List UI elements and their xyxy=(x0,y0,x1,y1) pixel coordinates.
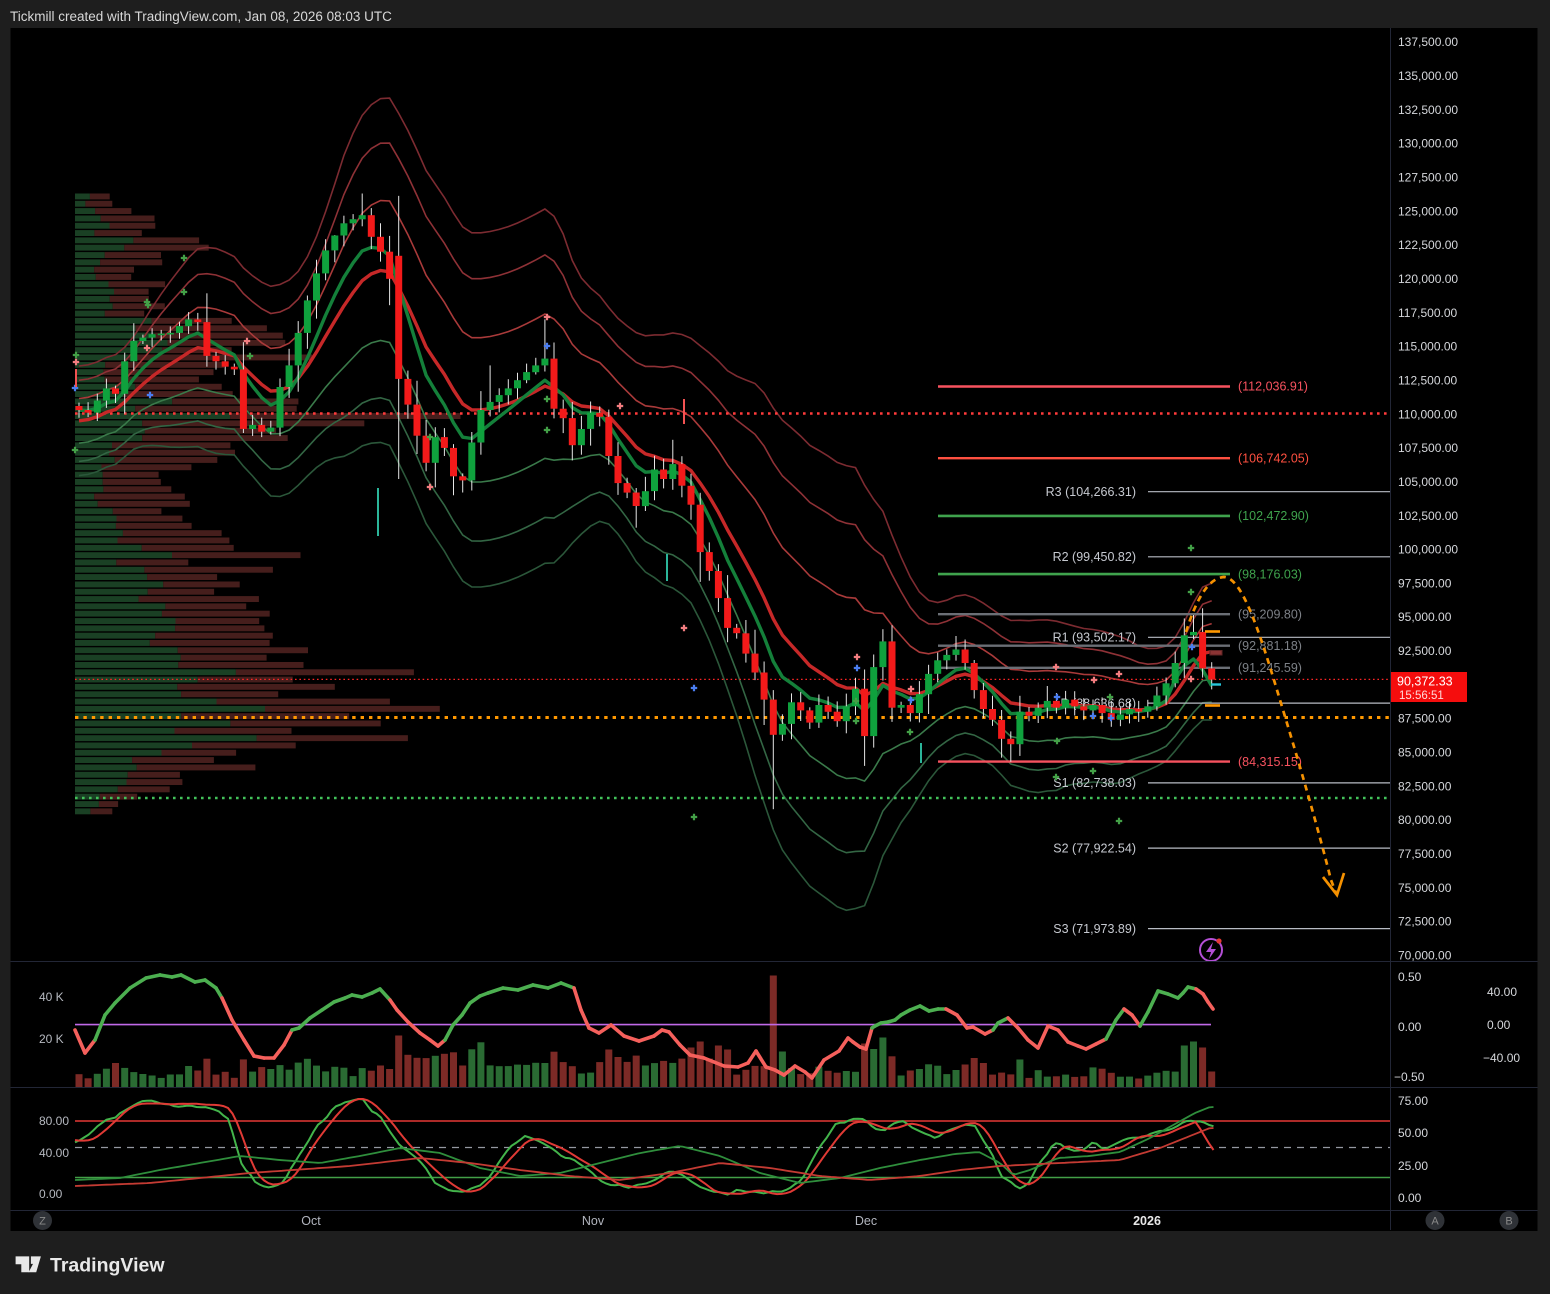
svg-text:Tickmill created with TradingV: Tickmill created with TradingView.com, J… xyxy=(10,9,392,24)
svg-text:S2 (77,922.54): S2 (77,922.54) xyxy=(1053,841,1136,855)
svg-text:Nov: Nov xyxy=(582,1214,605,1228)
svg-text:40 K: 40 K xyxy=(39,990,64,1004)
svg-text:−40.00: −40.00 xyxy=(1483,1051,1520,1065)
svg-text:2026: 2026 xyxy=(1133,1214,1161,1228)
svg-text:75.00: 75.00 xyxy=(1398,1094,1428,1108)
svg-text:122,500.00: 122,500.00 xyxy=(1398,238,1458,252)
svg-text:S1 (82,738.03): S1 (82,738.03) xyxy=(1053,776,1136,790)
svg-text:0.00: 0.00 xyxy=(1487,1018,1511,1032)
svg-text:127,500.00: 127,500.00 xyxy=(1398,171,1458,185)
svg-text:92,500.00: 92,500.00 xyxy=(1398,644,1452,658)
svg-text:112,500.00: 112,500.00 xyxy=(1398,373,1457,387)
svg-text:102,500.00: 102,500.00 xyxy=(1398,509,1458,523)
svg-text:110,000.00: 110,000.00 xyxy=(1398,407,1457,421)
svg-text:−0.50: −0.50 xyxy=(1394,1070,1425,1084)
svg-text:90,372.33: 90,372.33 xyxy=(1397,675,1453,689)
svg-text:85,000.00: 85,000.00 xyxy=(1398,746,1452,760)
svg-text:0.00: 0.00 xyxy=(39,1187,63,1201)
svg-text:117,500.00: 117,500.00 xyxy=(1398,306,1457,320)
svg-text:130,000.00: 130,000.00 xyxy=(1398,137,1458,151)
svg-text:(106,742.05): (106,742.05) xyxy=(1238,451,1309,465)
svg-text:R1 (93,502.17): R1 (93,502.17) xyxy=(1053,631,1136,645)
svg-text:(91,245.59): (91,245.59) xyxy=(1238,661,1302,675)
svg-text:95,000.00: 95,000.00 xyxy=(1398,610,1452,624)
svg-text:80,000.00: 80,000.00 xyxy=(1398,813,1452,827)
svg-text:97,500.00: 97,500.00 xyxy=(1398,576,1452,590)
svg-text:(95,209.80): (95,209.80) xyxy=(1238,607,1302,621)
svg-text:107,500.00: 107,500.00 xyxy=(1398,441,1458,455)
svg-text:70,000.00: 70,000.00 xyxy=(1398,949,1452,963)
svg-text:(112,036.91): (112,036.91) xyxy=(1238,380,1308,394)
svg-text:115,000.00: 115,000.00 xyxy=(1398,340,1457,354)
svg-text:132,500.00: 132,500.00 xyxy=(1398,103,1458,117)
svg-text:S3 (71,973.89): S3 (71,973.89) xyxy=(1053,922,1136,936)
svg-text:(98,176.03): (98,176.03) xyxy=(1238,567,1302,581)
svg-text:87,500.00: 87,500.00 xyxy=(1398,712,1452,726)
svg-text:50.00: 50.00 xyxy=(1398,1126,1428,1140)
svg-text:125,000.00: 125,000.00 xyxy=(1398,204,1458,218)
svg-text:R2 (99,450.82): R2 (99,450.82) xyxy=(1053,550,1136,564)
svg-text:Dec: Dec xyxy=(855,1214,877,1228)
svg-text:TradingView: TradingView xyxy=(50,1255,165,1277)
svg-text:120,000.00: 120,000.00 xyxy=(1398,272,1458,286)
svg-text:20 K: 20 K xyxy=(39,1032,64,1046)
svg-text:Oct: Oct xyxy=(301,1214,321,1228)
svg-text:105,000.00: 105,000.00 xyxy=(1398,475,1458,489)
svg-text:A: A xyxy=(1431,1216,1439,1228)
svg-text:25.00: 25.00 xyxy=(1398,1159,1428,1173)
svg-text:82,500.00: 82,500.00 xyxy=(1398,779,1452,793)
svg-text:0.00: 0.00 xyxy=(1398,1020,1422,1034)
svg-text:100,000.00: 100,000.00 xyxy=(1398,543,1458,557)
svg-text:75,000.00: 75,000.00 xyxy=(1398,881,1452,895)
svg-text:80.00: 80.00 xyxy=(39,1114,69,1128)
svg-text:40.00: 40.00 xyxy=(1487,985,1517,999)
svg-text:137,500.00: 137,500.00 xyxy=(1398,35,1458,49)
svg-text:(92,881.18): (92,881.18) xyxy=(1238,639,1302,653)
svg-text:0.50: 0.50 xyxy=(1398,970,1422,984)
svg-text:B: B xyxy=(1505,1216,1512,1228)
svg-text:15:56:51: 15:56:51 xyxy=(1399,690,1444,702)
svg-text:72,500.00: 72,500.00 xyxy=(1398,915,1452,929)
svg-text:40.00: 40.00 xyxy=(39,1146,69,1160)
svg-text:(84,315.15): (84,315.15) xyxy=(1238,755,1302,769)
svg-text:77,500.00: 77,500.00 xyxy=(1398,847,1452,861)
svg-text:Z: Z xyxy=(39,1216,46,1228)
svg-text:(102,472.90): (102,472.90) xyxy=(1238,509,1309,523)
svg-text:R3 (104,266.31): R3 (104,266.31) xyxy=(1046,485,1136,499)
svg-text:135,000.00: 135,000.00 xyxy=(1398,69,1458,83)
svg-text:0.00: 0.00 xyxy=(1398,1191,1422,1205)
